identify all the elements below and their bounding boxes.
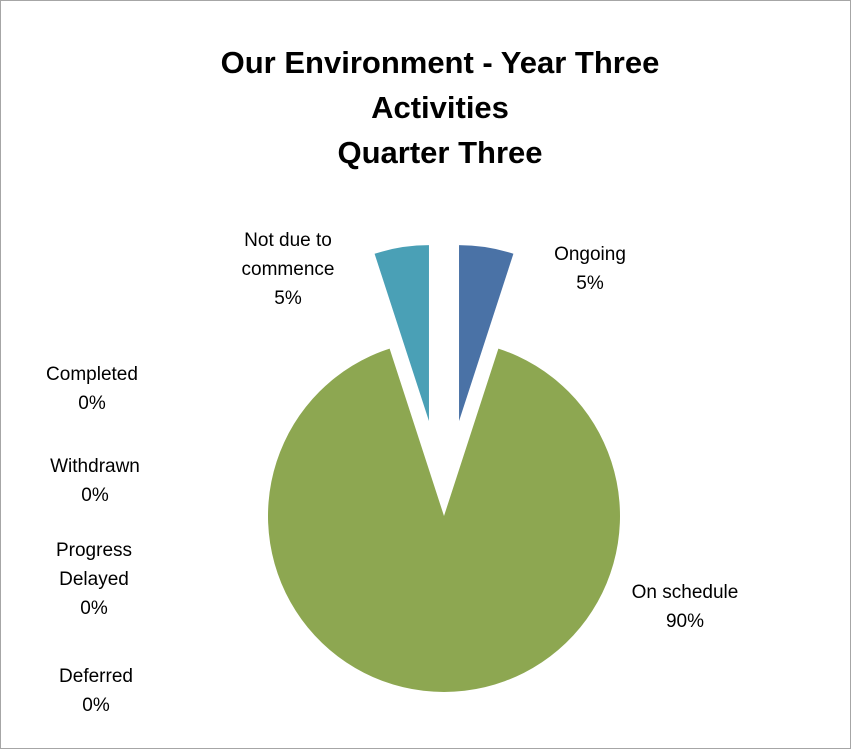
- slice-category-label: Withdrawn: [50, 456, 140, 477]
- slice-value-label: 0%: [78, 393, 106, 414]
- slice-category-label: Completed: [46, 364, 138, 385]
- slice-value-label: 5%: [274, 288, 302, 309]
- slice-label: Withdrawn 0%: [30, 452, 160, 510]
- slice-value-label: 0%: [82, 695, 110, 716]
- slice-value-label: 0%: [80, 598, 108, 619]
- slice-label: Ongoing 5%: [530, 240, 650, 298]
- slice-category-label: Ongoing: [554, 244, 626, 265]
- pie-slice: [459, 245, 514, 422]
- slice-category-label: On schedule: [631, 582, 739, 603]
- slice-value-label: 5%: [576, 273, 604, 294]
- slice-category-label: Not due to commence: [241, 230, 335, 280]
- slice-label: Progress Delayed 0%: [44, 536, 144, 623]
- slice-category-label: Deferred: [59, 666, 133, 687]
- slice-label: Deferred 0%: [36, 662, 156, 720]
- chart-title: Our Environment - Year Three Activities …: [220, 45, 660, 170]
- pie-slice: [374, 245, 429, 422]
- slice-value-label: 0%: [81, 485, 109, 506]
- slice-label: On schedule 90%: [610, 578, 760, 636]
- pie-slice: [268, 348, 621, 692]
- slice-label: Completed 0%: [27, 360, 157, 418]
- slice-value-label: 90%: [665, 611, 705, 632]
- slice-label: Not due to commence 5%: [228, 226, 348, 313]
- slice-category-label: Progress Delayed: [55, 540, 133, 590]
